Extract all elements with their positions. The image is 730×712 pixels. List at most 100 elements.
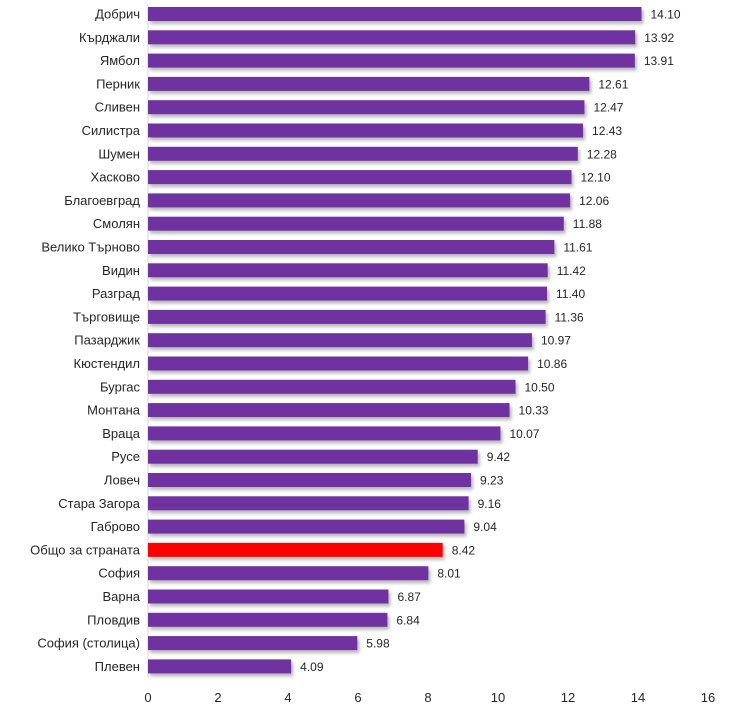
value-label: 13.92 bbox=[644, 31, 674, 45]
category-label: Кърджали bbox=[79, 30, 140, 45]
bar bbox=[148, 612, 388, 627]
bar bbox=[148, 123, 584, 138]
x-tick-label: 12 bbox=[561, 690, 575, 705]
bar bbox=[148, 7, 642, 21]
bars-group bbox=[148, 7, 642, 674]
value-label: 12.10 bbox=[581, 171, 611, 185]
category-label: София (столица) bbox=[37, 636, 140, 651]
bar bbox=[148, 379, 516, 394]
category-label: Кюстендил bbox=[74, 356, 140, 371]
value-label: 9.16 bbox=[478, 497, 502, 511]
bar bbox=[148, 636, 358, 651]
bar bbox=[148, 309, 546, 324]
bar bbox=[148, 100, 585, 115]
value-label: 11.88 bbox=[573, 217, 602, 231]
category-label: Видин bbox=[102, 263, 140, 278]
value-label: 11.36 bbox=[555, 310, 584, 324]
x-tick-label: 4 bbox=[284, 690, 291, 705]
category-label: Враца bbox=[102, 426, 141, 441]
bar bbox=[148, 496, 469, 511]
category-label: Добрич bbox=[95, 7, 140, 22]
value-label: 13.91 bbox=[644, 54, 674, 68]
value-label: 10.86 bbox=[537, 357, 567, 371]
category-label: Силистра bbox=[82, 123, 141, 138]
category-label: Монтана bbox=[87, 403, 141, 418]
value-label: 6.87 bbox=[397, 590, 421, 604]
value-label: 10.50 bbox=[525, 380, 555, 394]
x-tick-label: 6 bbox=[354, 690, 361, 705]
bar bbox=[148, 519, 465, 534]
category-label: Шумен bbox=[98, 146, 140, 161]
category-label: Разград bbox=[92, 286, 140, 301]
value-label: 8.42 bbox=[452, 543, 476, 557]
bar bbox=[148, 659, 292, 674]
bar bbox=[148, 240, 555, 254]
value-label: 9.04 bbox=[473, 520, 497, 534]
bar bbox=[148, 589, 389, 604]
bar bbox=[148, 473, 472, 487]
value-label: 11.42 bbox=[557, 264, 586, 278]
category-label: Пазарджик bbox=[74, 333, 140, 348]
bar bbox=[148, 146, 578, 161]
category-label: Габрово bbox=[91, 519, 140, 534]
category-labels: Добрич Кърджали Ямбол Перник Сливен Силистра Ш… bbox=[30, 7, 141, 674]
category-label: Пловдив bbox=[87, 612, 140, 627]
category-label: Русе bbox=[111, 449, 140, 464]
x-tick-label: 16 bbox=[701, 690, 715, 705]
bar bbox=[148, 449, 478, 464]
bar bbox=[148, 333, 532, 348]
category-label: Ловеч bbox=[104, 473, 140, 488]
bar bbox=[148, 263, 548, 278]
bar bbox=[148, 76, 590, 91]
category-label: Перник bbox=[96, 76, 140, 91]
value-label: 14.10 bbox=[651, 8, 681, 22]
x-tick-label: 0 bbox=[144, 690, 151, 705]
bar bbox=[148, 426, 501, 441]
value-label: 10.07 bbox=[509, 427, 539, 441]
category-label: Хасково bbox=[91, 170, 140, 185]
x-axis-ticks: 0 2 4 6 8 10 12 14 16 bbox=[144, 690, 715, 705]
value-label: 5.98 bbox=[366, 637, 390, 651]
value-label: 12.43 bbox=[592, 124, 622, 138]
bar bbox=[148, 193, 571, 208]
value-label: 10.97 bbox=[541, 334, 571, 348]
value-label: 11.61 bbox=[563, 241, 592, 255]
category-label: Плевен bbox=[95, 659, 140, 674]
bar bbox=[148, 53, 635, 68]
x-tick-label: 2 bbox=[214, 690, 221, 705]
bar bbox=[148, 170, 572, 185]
bar bbox=[148, 30, 636, 45]
bar bbox=[148, 286, 547, 301]
category-label: Варна bbox=[102, 589, 140, 604]
category-label: Стара Загора bbox=[58, 496, 140, 511]
bar bbox=[148, 356, 529, 371]
value-label: 9.23 bbox=[480, 474, 504, 488]
bar-highlighted bbox=[148, 542, 443, 557]
value-label: 8.01 bbox=[437, 567, 461, 581]
value-label: 9.42 bbox=[487, 450, 511, 464]
value-label: 12.28 bbox=[587, 147, 617, 161]
value-labels: 14.10 13.92 13.91 12.61 12.47 12.43 12.28 12.10… bbox=[300, 8, 681, 674]
value-label: 4.09 bbox=[300, 660, 324, 674]
value-label: 12.61 bbox=[598, 77, 628, 91]
x-tick-label: 14 bbox=[631, 690, 645, 705]
value-label: 12.06 bbox=[579, 194, 609, 208]
bar bbox=[148, 216, 564, 231]
category-label: Ямбол bbox=[100, 53, 140, 68]
category-label: Велико Търново bbox=[41, 240, 140, 255]
category-label: Общо за страната bbox=[30, 542, 141, 557]
value-label: 10.33 bbox=[519, 404, 549, 418]
bar bbox=[148, 566, 429, 581]
category-label: Бургас bbox=[100, 379, 141, 394]
category-label: Сливен bbox=[95, 100, 140, 115]
category-label: Смолян bbox=[93, 216, 140, 231]
category-label: София bbox=[98, 566, 140, 581]
bar bbox=[148, 403, 510, 418]
category-label: Търговище bbox=[73, 309, 140, 324]
category-label: Благоевград bbox=[64, 193, 140, 208]
x-tick-label: 8 bbox=[424, 690, 431, 705]
x-tick-label: 10 bbox=[491, 690, 505, 705]
value-label: 6.84 bbox=[396, 613, 420, 627]
value-label: 12.47 bbox=[593, 101, 623, 115]
